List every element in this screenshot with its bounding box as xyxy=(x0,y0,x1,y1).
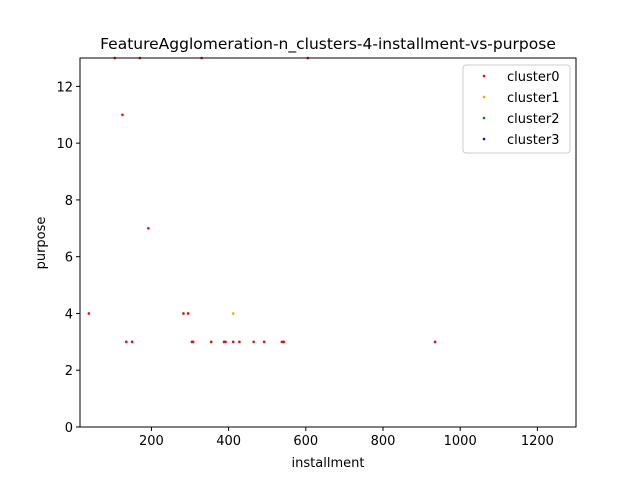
legend-marker-cluster1 xyxy=(482,95,486,99)
legend-label-cluster1: cluster1 xyxy=(507,91,559,106)
y-tick-label: 2 xyxy=(65,364,73,379)
data-point-cluster0 xyxy=(231,340,235,344)
plot-area: 200 400 600 800 1000 1200 0 2 4 6 8 10 12 xyxy=(56,56,577,449)
data-point-cluster0 xyxy=(182,312,185,315)
data-point-cluster0 xyxy=(130,340,134,344)
data-point-cluster0 xyxy=(282,340,286,344)
data-point-cluster0 xyxy=(87,312,91,315)
legend-label-cluster2: cluster2 xyxy=(507,112,559,127)
x-tick-label: 1200 xyxy=(521,434,554,449)
data-point-cluster0 xyxy=(238,340,241,344)
data-point-cluster0 xyxy=(121,113,124,117)
x-tick-label: 1000 xyxy=(444,434,477,449)
y-tick-label: 6 xyxy=(65,251,73,266)
legend-marker-cluster0 xyxy=(482,74,486,78)
legend-marker-cluster2 xyxy=(482,116,486,120)
data-point-cluster0 xyxy=(224,340,227,344)
data-point-cluster0 xyxy=(280,340,284,344)
legend-marker-cluster3 xyxy=(482,137,486,141)
legend-label-cluster0: cluster0 xyxy=(507,70,559,85)
data-points xyxy=(87,56,437,344)
y-tick-label: 10 xyxy=(56,137,73,152)
y-tick-label: 12 xyxy=(56,80,73,95)
x-tick-label: 200 xyxy=(139,434,164,449)
y-axis-label: purpose xyxy=(34,217,49,270)
x-axis-label: installment xyxy=(292,456,365,471)
chart-title: FeatureAgglomeration-n_clusters-4-instal… xyxy=(100,35,556,54)
data-point-cluster0 xyxy=(147,227,150,230)
legend-box xyxy=(462,64,571,154)
data-point-cluster0 xyxy=(191,340,195,344)
y-tick-label: 0 xyxy=(65,421,73,436)
y-tick-label: 8 xyxy=(65,194,73,209)
x-tick-label: 600 xyxy=(293,434,318,449)
data-point-cluster0 xyxy=(262,340,266,344)
data-point-cluster0 xyxy=(433,340,437,344)
legend-label-cluster3: cluster3 xyxy=(507,133,559,148)
data-point-cluster1 xyxy=(231,312,235,315)
data-point-cluster0 xyxy=(252,340,255,344)
data-point-cluster0 xyxy=(125,340,128,344)
x-tick-label: 800 xyxy=(371,434,396,449)
data-point-cluster0 xyxy=(209,340,213,344)
legend: cluster0 cluster1 cluster2 cluster3 xyxy=(462,64,571,154)
data-point-cluster0 xyxy=(186,312,190,315)
plot-frame xyxy=(79,57,577,428)
x-tick-label: 400 xyxy=(216,434,241,449)
y-tick-label: 4 xyxy=(65,307,73,322)
